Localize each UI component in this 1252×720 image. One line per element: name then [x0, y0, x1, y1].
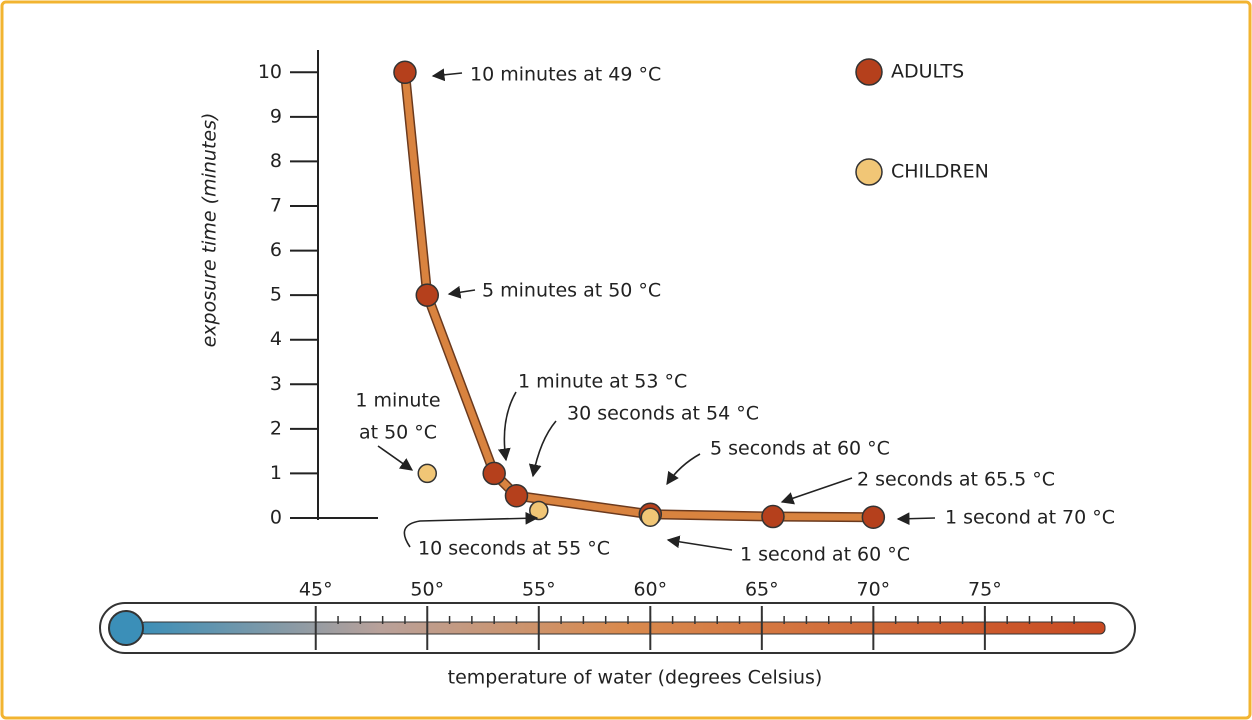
annotation: at 50 °C	[359, 422, 437, 444]
y-tick-label: 10	[258, 61, 282, 83]
y-tick-label: 1	[270, 462, 282, 484]
legend-marker	[856, 159, 882, 185]
annotation: 1 second at 60 °C	[740, 544, 910, 566]
annotation-arrow	[449, 290, 475, 294]
x-tick-label: 45°	[299, 579, 333, 601]
y-tick-label: 3	[270, 373, 282, 395]
x-tick-label: 55°	[522, 579, 556, 601]
y-tick-label: 4	[270, 328, 282, 350]
y-tick-label: 7	[270, 195, 282, 217]
y-tick-label: 6	[270, 239, 282, 261]
x-tick-label: 75°	[968, 579, 1002, 601]
annotation-arrow	[533, 421, 556, 476]
children-point	[418, 464, 436, 482]
annotation: 5 seconds at 60 °C	[710, 438, 890, 460]
y-tick-label: 5	[270, 284, 282, 306]
y-axis-label: exposure time (minutes)	[199, 113, 221, 348]
annotation: 2 seconds at 65.5 °C	[857, 469, 1055, 491]
adults-point	[505, 485, 527, 507]
annotation-arrow	[782, 478, 852, 502]
children-point	[641, 508, 659, 526]
thermometer-bulb	[109, 611, 143, 645]
annotation-arrow	[504, 392, 516, 460]
adults-point	[762, 506, 784, 528]
legend-label: CHILDREN	[891, 161, 989, 183]
annotation: 1 minute at 53 °C	[518, 371, 687, 393]
adults-point	[394, 61, 416, 83]
adults-point	[483, 462, 505, 484]
x-tick-label: 60°	[633, 579, 667, 601]
annotation-arrow	[668, 540, 732, 550]
y-tick-label: 0	[270, 507, 282, 529]
legend-marker	[856, 59, 882, 85]
adults-point	[416, 284, 438, 306]
annotation: 10 minutes at 49 °C	[470, 64, 661, 86]
adults-point	[862, 506, 884, 528]
annotation-arrow	[378, 446, 412, 470]
x-tick-label: 70°	[857, 579, 891, 601]
annotation-arrow	[667, 454, 700, 484]
y-tick-label: 8	[270, 150, 282, 172]
annotation: 1 minute	[355, 390, 440, 412]
legend-label: ADULTS	[891, 61, 964, 83]
thermometer-mercury	[140, 622, 1105, 634]
chart: exposure time (minutes) temperature of w…	[0, 0, 1252, 720]
x-tick-label: 50°	[410, 579, 444, 601]
annotation: 1 second at 70 °C	[945, 507, 1115, 529]
y-tick-label: 2	[270, 417, 282, 439]
annotation-arrow	[433, 73, 462, 76]
annotation: 5 minutes at 50 °C	[482, 280, 661, 302]
children-point	[530, 502, 548, 520]
x-tick-label: 65°	[745, 579, 779, 601]
x-axis-label: temperature of water (degrees Celsius)	[448, 667, 823, 689]
annotation: 10 seconds at 55 °C	[418, 538, 610, 560]
annotation-arrow	[898, 518, 935, 519]
annotation: 30 seconds at 54 °C	[567, 403, 759, 425]
y-tick-label: 9	[270, 105, 282, 127]
